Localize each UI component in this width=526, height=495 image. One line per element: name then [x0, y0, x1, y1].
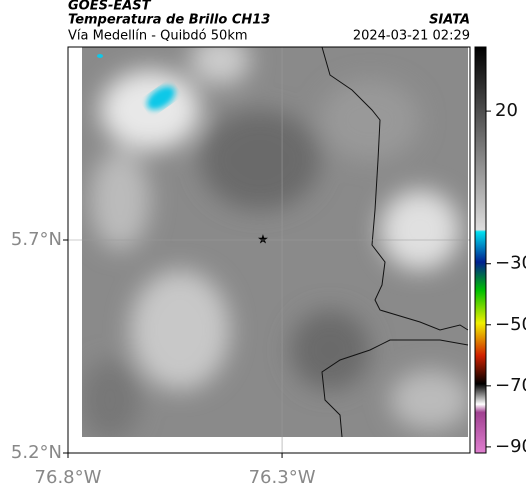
lon-tick-label: 76.3°W — [249, 467, 316, 488]
subtitle: Vía Medellín - Quibdó 50km — [68, 29, 248, 44]
source: GOES-EAST — [68, 0, 152, 14]
colorbar-tick-label: 20 — [495, 100, 518, 121]
lon-tick-label: 76.8°W — [35, 467, 102, 488]
colorbar-tick-label: −30 — [495, 253, 526, 274]
colorbar-tick-label: −90 — [495, 436, 526, 457]
satellite-image — [82, 47, 468, 437]
map-frame — [67, 46, 471, 454]
boundary — [321, 46, 469, 438]
colorbar-tick-label: −50 — [495, 314, 526, 335]
title: Temperatura de Brillo CH13 — [68, 13, 270, 28]
lat-tick-label: 5.2°N — [11, 442, 62, 463]
colorbar-tick-label: −70 — [495, 375, 526, 396]
lat-tick-label: 5.7°N — [11, 229, 62, 250]
brand: SIATA — [429, 13, 470, 28]
timestamp: 2024-03-21 02:29 — [353, 29, 470, 44]
colorbar — [474, 46, 487, 454]
